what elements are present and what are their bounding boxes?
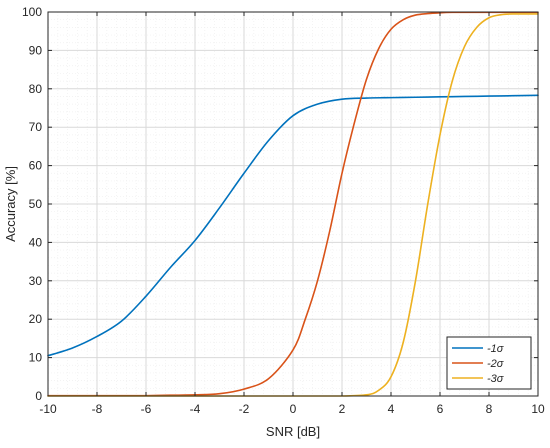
legend: -1σ -2σ -3σ <box>446 336 532 390</box>
y-tick-label: 0 <box>35 389 42 403</box>
y-tick-label: 80 <box>29 82 43 96</box>
x-tick-label: 8 <box>486 402 493 416</box>
x-tick-label: 0 <box>290 402 297 416</box>
x-tick-label: 10 <box>531 402 545 416</box>
legend-label-1: -1σ <box>487 343 504 355</box>
x-tick-label: 6 <box>437 402 444 416</box>
x-tick-label: -8 <box>92 402 103 416</box>
y-tick-label: 20 <box>29 312 43 326</box>
y-tick-label: 40 <box>29 235 43 249</box>
x-tick-label: 4 <box>388 402 395 416</box>
y-tick-label: 30 <box>29 274 43 288</box>
x-axis-label: SNR [dB] <box>266 424 320 439</box>
x-tick-label: 2 <box>339 402 346 416</box>
y-tick-label: 10 <box>29 351 43 365</box>
series-line-1 <box>47 94 539 357</box>
x-tick-label: -2 <box>239 402 250 416</box>
x-tick-label: -6 <box>141 402 152 416</box>
y-tick-label: 60 <box>29 159 43 173</box>
y-axis-label: Accuracy [%] <box>3 166 18 242</box>
x-tick-label: -10 <box>39 402 57 416</box>
legend-label-2: -2σ <box>487 358 504 370</box>
y-tick-label: 50 <box>29 197 43 211</box>
legend-label-3: -3σ <box>487 373 504 385</box>
y-tick-label: 70 <box>29 120 43 134</box>
y-tick-label: 90 <box>29 43 43 57</box>
y-tick-label: 100 <box>22 5 42 19</box>
x-tick-label: -4 <box>190 402 201 416</box>
